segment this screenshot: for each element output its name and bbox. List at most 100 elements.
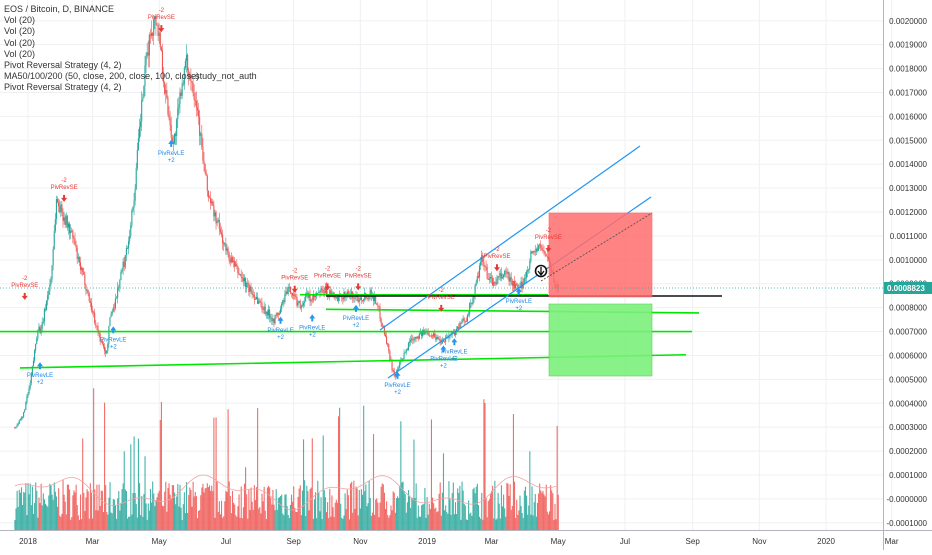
candle-body [261,302,263,310]
volume-bar [231,490,234,530]
volume-bar [451,493,453,530]
volume-bar [175,504,177,530]
candle-body [84,274,86,285]
volume-bar [212,491,214,530]
pivot-short-qty: -2 [439,288,445,294]
candle-body [454,332,456,336]
candle-body [170,125,172,138]
candle-body [218,219,220,229]
volume-bar [353,480,355,530]
volume-bar [122,483,124,530]
volume-bar [129,516,131,530]
candle-body [87,289,89,294]
volume-bar [114,505,117,530]
candle-body [482,255,484,263]
volume-bar [182,504,184,530]
candle-body [366,297,368,299]
volume-bar [491,490,493,530]
volume-bar [312,518,314,530]
volume-bar [161,505,164,530]
volume-bar [450,514,452,530]
volume-bar [302,439,305,530]
candle-body [181,83,183,96]
volume-bar [184,513,187,530]
indicator-label-vol-3[interactable]: Vol (20) [4,37,36,48]
candle-body [406,349,408,351]
volume-bar [464,505,466,530]
indicator-label-pivot-1[interactable]: Pivot Reversal Strategy (4, 2) [4,60,122,71]
volume-bar [172,485,174,530]
candle-body [440,342,442,344]
volume-bar [433,503,435,530]
volume-bar [329,488,331,530]
volume-bar [456,514,458,530]
candle-body [156,24,158,26]
candle-body [404,352,406,354]
pivot-short-qty: -2 [546,228,552,234]
price-tick-label: 0.0005000 [889,375,927,384]
volume-bar [37,517,39,530]
candle-body [476,276,478,282]
volume-bar [238,494,240,530]
volume-bar [532,515,534,530]
candle-body [195,101,197,108]
candle-body [54,219,56,232]
volume-bar [145,503,147,530]
volume-bar [237,506,239,530]
candle-body [93,311,95,313]
volume-bar [59,515,61,530]
volume-bar [554,503,556,530]
pivot-long-label: PivRevLE [100,337,126,343]
long-arrow-icon [168,139,175,147]
candle-body [75,245,77,248]
indicator-label-vol-1[interactable]: Vol (20) [4,15,36,26]
volume-bar [397,496,399,530]
pivot-short-qty: -2 [159,8,165,14]
volume-bar [459,485,461,530]
candle-body [282,300,284,304]
volume-bar [190,489,192,530]
volume-bar [285,494,287,530]
volume-bar [468,500,470,530]
candle-body [237,266,239,274]
volume-bar [363,405,365,530]
candle-body [436,336,438,340]
volume-bar [446,511,448,530]
volume-bar [113,499,115,530]
volume-bar [335,499,337,530]
volume-bar [157,493,159,530]
time-tick-label: Sep [287,537,302,546]
volume-bar [347,495,349,530]
volume-bar [142,516,144,530]
volume-bar [60,516,62,530]
indicator-label-vol-2[interactable]: Vol (20) [4,26,36,37]
indicator-label-ma[interactable]: MA50/100/200 (50, close, 200, close, 100… [4,71,257,82]
candle-body [19,419,21,421]
volume-bar [555,519,557,530]
volume-bar [156,497,158,530]
volume-bar [25,483,27,530]
volume-bar [336,502,338,530]
volume-bar [160,402,162,530]
volume-bar [147,503,149,530]
indicator-label-vol-4[interactable]: Vol (20) [4,48,36,59]
candle-body [27,393,29,397]
candle-body [451,331,453,334]
candle-body [189,74,191,78]
volume-bar [298,488,300,530]
volume-bar [421,505,423,530]
candle-body [472,297,474,304]
volume-bar [337,416,340,530]
indicator-label-pivot-2[interactable]: Pivot Reversal Strategy (4, 2) [4,82,122,93]
volume-bar [318,492,320,530]
volume-bar [201,487,203,530]
volume-bar [27,483,29,530]
volume-bar [506,482,508,530]
volume-bar [513,481,516,530]
pivot-short-qty: -2 [292,269,298,275]
pivot-long-label: PivRevLE [441,349,467,355]
symbol-title[interactable]: EOS / Bitcoin, D, BINANCE [4,4,115,14]
candle-body [49,284,51,291]
